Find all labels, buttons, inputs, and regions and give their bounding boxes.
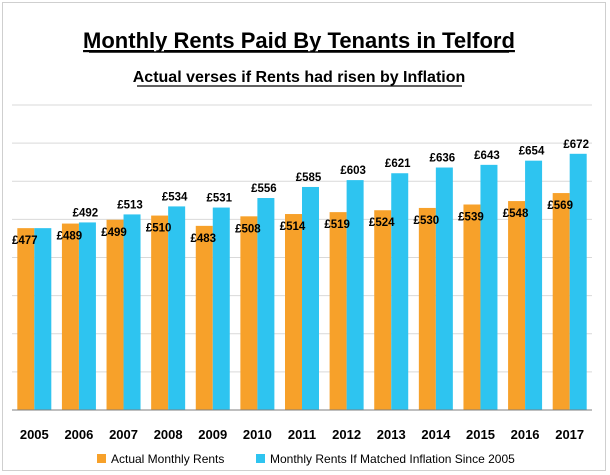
bar-actual-2015: [463, 204, 481, 410]
x-tick-2016: 2016: [511, 427, 540, 442]
data-label-inflation-2008: £534: [162, 191, 188, 203]
bar-inflation-2013: [391, 173, 409, 410]
bar-inflation-2016: [525, 160, 543, 410]
data-label-actual-2011: £514: [280, 221, 306, 233]
bar-inflation-2005: [34, 228, 52, 410]
data-label-inflation-2009: £531: [206, 193, 232, 205]
data-label-actual-2017: £569: [547, 200, 573, 212]
x-tick-2014: 2014: [421, 427, 451, 442]
legend-label-actual: Actual Monthly Rents: [111, 452, 224, 466]
x-tick-2005: 2005: [20, 427, 49, 442]
x-tick-2017: 2017: [555, 427, 584, 442]
bar-actual-2005: [17, 228, 35, 410]
bar-inflation-2006: [78, 222, 96, 410]
data-label-actual-2016: £548: [503, 208, 529, 220]
bar-actual-2013: [374, 210, 392, 410]
bar-inflation-2009: [212, 207, 230, 410]
x-tick-2010: 2010: [243, 427, 272, 442]
x-tick-2013: 2013: [377, 427, 406, 442]
bar-actual-2012: [329, 212, 347, 410]
data-label-actual-2008: £510: [146, 223, 172, 235]
data-label-inflation-2007: £513: [117, 199, 143, 211]
x-tick-2006: 2006: [64, 427, 93, 442]
bar-actual-2011: [285, 214, 302, 410]
x-tick-2012: 2012: [332, 427, 361, 442]
x-tick-2008: 2008: [154, 427, 183, 442]
legend: Actual Monthly Rents Monthly Rents If Ma…: [97, 452, 515, 466]
chart-subtitle: Actual verses if Rents had risen by Infl…: [133, 69, 466, 86]
data-label-actual-2006: £489: [57, 231, 83, 243]
data-label-actual-2012: £519: [324, 219, 350, 231]
x-tick-2007: 2007: [109, 427, 138, 442]
data-label-inflation-2011: £585: [296, 172, 322, 184]
x-tick-2011: 2011: [288, 427, 316, 442]
data-label-actual-2007: £499: [101, 227, 127, 239]
bar-actual-2017: [552, 193, 570, 410]
bar-actual-2016: [508, 201, 526, 410]
data-label-inflation-2016: £654: [519, 146, 545, 158]
chart-title: Monthly Rents Paid By Tenants in Telford: [83, 28, 515, 53]
data-label-inflation-2006: £492: [73, 207, 99, 219]
bar-inflation-2010: [257, 198, 275, 410]
data-label-actual-2015: £539: [458, 212, 484, 224]
legend-label-inflation: Monthly Rents If Matched Inflation Since…: [270, 452, 515, 466]
x-axis-ticks: 2005 2006 2007 2008 2009 2010 2011 2012 2013 2014…: [20, 427, 584, 442]
bar-inflation-2008: [168, 206, 186, 410]
bar-inflation-2012: [346, 180, 364, 410]
bar-actual-2009: [195, 225, 213, 410]
data-label-inflation-2012: £603: [340, 165, 366, 177]
bar-actual-2008: [151, 215, 169, 410]
legend-swatch-inflation: [256, 454, 265, 463]
x-tick-2015: 2015: [466, 427, 495, 442]
bar-actual-2010: [240, 216, 258, 410]
bar-inflation-2014: [435, 167, 453, 410]
legend-swatch-actual: [97, 454, 106, 463]
data-label-inflation-2015: £643: [474, 150, 500, 162]
data-labels: £477 £489 £492£499 £513£510 £534 £483 £531 £508…: [12, 139, 589, 247]
data-label-inflation-2017: £672: [563, 139, 589, 151]
data-label-actual-2005: £477: [12, 235, 38, 247]
bar-inflation-2011: [302, 186, 319, 410]
data-label-inflation-2013: £621: [385, 158, 411, 170]
bar-inflation-2015: [480, 164, 498, 410]
bars: [17, 153, 587, 411]
bar-actual-2006: [61, 223, 79, 410]
data-label-actual-2014: £530: [414, 215, 440, 227]
bar-actual-2007: [106, 219, 124, 410]
bar-inflation-2017: [569, 153, 587, 411]
x-tick-2009: 2009: [198, 427, 227, 442]
bar-inflation-2007: [123, 214, 141, 410]
data-label-inflation-2014: £636: [430, 153, 456, 165]
data-label-inflation-2010: £556: [251, 183, 277, 195]
bar-actual-2014: [418, 207, 436, 410]
data-label-actual-2013: £524: [369, 217, 395, 229]
data-label-actual-2010: £508: [235, 223, 261, 235]
data-label-actual-2009: £483: [190, 233, 216, 245]
